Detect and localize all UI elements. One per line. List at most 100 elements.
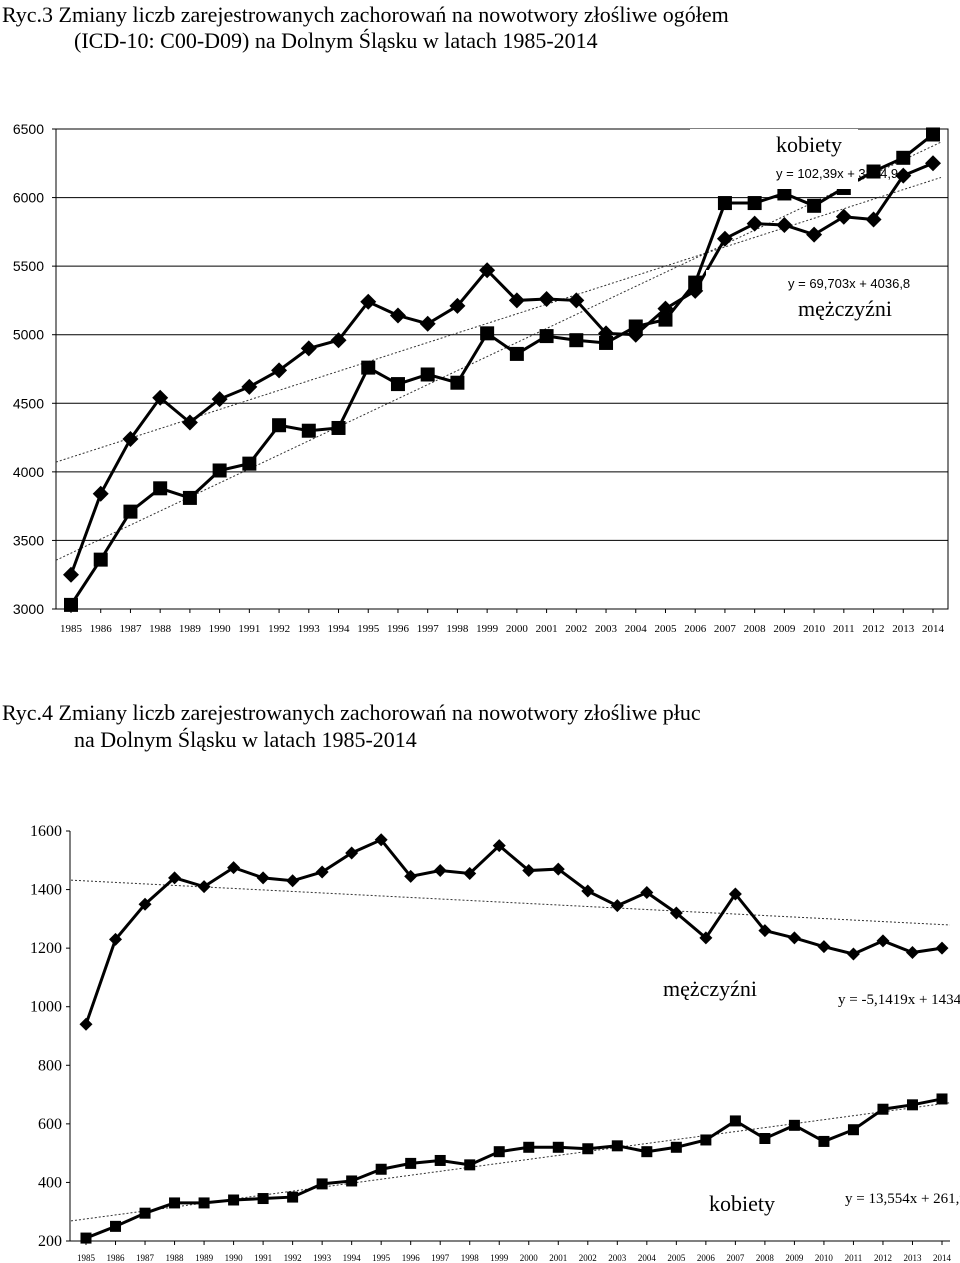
x-tick-label: 1997 bbox=[417, 623, 440, 635]
x-tick-label: 1987 bbox=[119, 623, 142, 635]
x-tick-label: 2004 bbox=[638, 1253, 657, 1263]
y-tick-label: 1200 bbox=[30, 940, 62, 957]
x-tick-label: 1995 bbox=[372, 1253, 391, 1263]
data-point-diamond bbox=[360, 293, 377, 310]
data-point-square bbox=[361, 360, 376, 375]
data-point-diamond bbox=[345, 846, 359, 860]
data-point-square bbox=[123, 504, 138, 519]
x-tick-label: 2009 bbox=[785, 1253, 804, 1263]
chart1-title-line2: (ICD-10: C00-D09) na Dolnym Śląsku w lat… bbox=[74, 28, 598, 53]
data-point-square bbox=[788, 1119, 800, 1131]
series-label: kobiety bbox=[709, 1191, 775, 1216]
data-point-diamond bbox=[699, 931, 713, 945]
data-point-square bbox=[110, 1220, 122, 1232]
y-tick-label: 800 bbox=[38, 1057, 62, 1074]
data-point-diamond bbox=[669, 906, 683, 920]
data-point-square bbox=[480, 326, 495, 341]
x-tick-label: 2011 bbox=[833, 623, 855, 635]
data-point-square bbox=[139, 1207, 151, 1219]
trendline bbox=[55, 176, 942, 463]
data-point-square bbox=[582, 1143, 594, 1155]
data-point-square bbox=[670, 1141, 682, 1153]
data-point-square bbox=[434, 1154, 446, 1166]
data-point-diamond bbox=[181, 414, 198, 431]
data-point-diamond bbox=[197, 880, 211, 894]
label-box bbox=[640, 1180, 950, 1224]
x-tick-label: 2013 bbox=[892, 623, 915, 635]
x-tick-label: 1988 bbox=[149, 623, 172, 635]
data-point-diamond bbox=[256, 871, 270, 885]
data-point-diamond bbox=[330, 332, 347, 349]
data-point-diamond bbox=[271, 362, 288, 379]
data-point-square bbox=[523, 1141, 535, 1153]
x-tick-label: 1998 bbox=[446, 623, 469, 635]
x-tick-label: 1999 bbox=[490, 1253, 509, 1263]
trend-equation: y = 13,554x + 261,92 bbox=[845, 1191, 960, 1207]
chart1-title-line1: Ryc.3 Zmiany liczb zarejestrowanych zach… bbox=[2, 2, 729, 27]
x-tick-label: 2008 bbox=[744, 623, 767, 635]
data-point-diamond bbox=[895, 167, 912, 184]
data-point-diamond bbox=[806, 226, 823, 243]
trendline bbox=[55, 141, 942, 561]
x-tick-label: 1989 bbox=[179, 623, 202, 635]
data-point-square bbox=[877, 1103, 889, 1115]
data-point-square bbox=[729, 1115, 741, 1127]
data-point-square bbox=[747, 196, 762, 211]
data-point-square bbox=[641, 1146, 653, 1158]
x-tick-label: 1997 bbox=[431, 1253, 450, 1263]
data-point-diamond bbox=[758, 924, 772, 938]
data-point-diamond bbox=[865, 211, 882, 228]
data-point-diamond bbox=[152, 389, 169, 406]
data-point-square bbox=[717, 196, 732, 211]
y-tick-label: 1000 bbox=[30, 999, 62, 1016]
data-point-diamond bbox=[508, 292, 525, 309]
x-tick-label: 2013 bbox=[903, 1253, 922, 1263]
x-tick-label: 1994 bbox=[343, 1253, 362, 1263]
data-point-square bbox=[493, 1146, 505, 1158]
x-tick-label: 2012 bbox=[874, 1253, 892, 1263]
data-point-diamond bbox=[211, 391, 228, 408]
x-tick-label: 2002 bbox=[565, 623, 587, 635]
data-point-square bbox=[153, 481, 168, 496]
data-point-diamond bbox=[610, 899, 624, 913]
data-point-diamond bbox=[138, 897, 152, 911]
x-tick-label: 2008 bbox=[756, 1253, 775, 1263]
label-box bbox=[690, 129, 858, 189]
data-point-diamond bbox=[551, 862, 565, 876]
data-point-diamond bbox=[905, 946, 919, 960]
x-tick-label: 2010 bbox=[815, 1253, 834, 1263]
data-point-diamond bbox=[581, 884, 595, 898]
x-tick-label: 2001 bbox=[549, 1253, 567, 1263]
data-point-square bbox=[866, 164, 881, 179]
x-tick-label: 1996 bbox=[387, 623, 410, 635]
data-point-square bbox=[847, 1124, 859, 1136]
data-point-square bbox=[552, 1141, 564, 1153]
x-tick-label: 2014 bbox=[922, 623, 945, 635]
data-point-diamond bbox=[835, 208, 852, 225]
data-point-diamond bbox=[63, 566, 79, 583]
y-tick-label: 5000 bbox=[13, 327, 44, 343]
data-point-square bbox=[405, 1157, 417, 1169]
data-point-diamond bbox=[241, 378, 258, 395]
x-tick-label: 1988 bbox=[166, 1253, 185, 1263]
data-point-square bbox=[272, 418, 287, 433]
data-point-square bbox=[658, 312, 673, 327]
data-point-diamond bbox=[109, 932, 123, 946]
data-point-square bbox=[464, 1159, 476, 1171]
data-point-square bbox=[539, 329, 554, 344]
x-tick-label: 1991 bbox=[238, 623, 260, 635]
data-point-diamond bbox=[846, 947, 860, 961]
trend-equation: y = -5,1419x + 1434,7 bbox=[838, 992, 960, 1008]
data-point-diamond bbox=[122, 430, 139, 447]
x-tick-label: 2005 bbox=[654, 623, 677, 635]
y-tick-label: 3000 bbox=[13, 601, 44, 617]
x-tick-label: 2009 bbox=[773, 623, 796, 635]
x-tick-label: 1996 bbox=[402, 1253, 421, 1263]
x-tick-label: 2006 bbox=[697, 1253, 716, 1263]
data-point-square bbox=[182, 490, 197, 505]
data-point-diamond bbox=[374, 833, 388, 847]
y-tick-label: 400 bbox=[38, 1174, 62, 1191]
data-point-square bbox=[450, 375, 465, 390]
data-point-square bbox=[212, 463, 227, 478]
